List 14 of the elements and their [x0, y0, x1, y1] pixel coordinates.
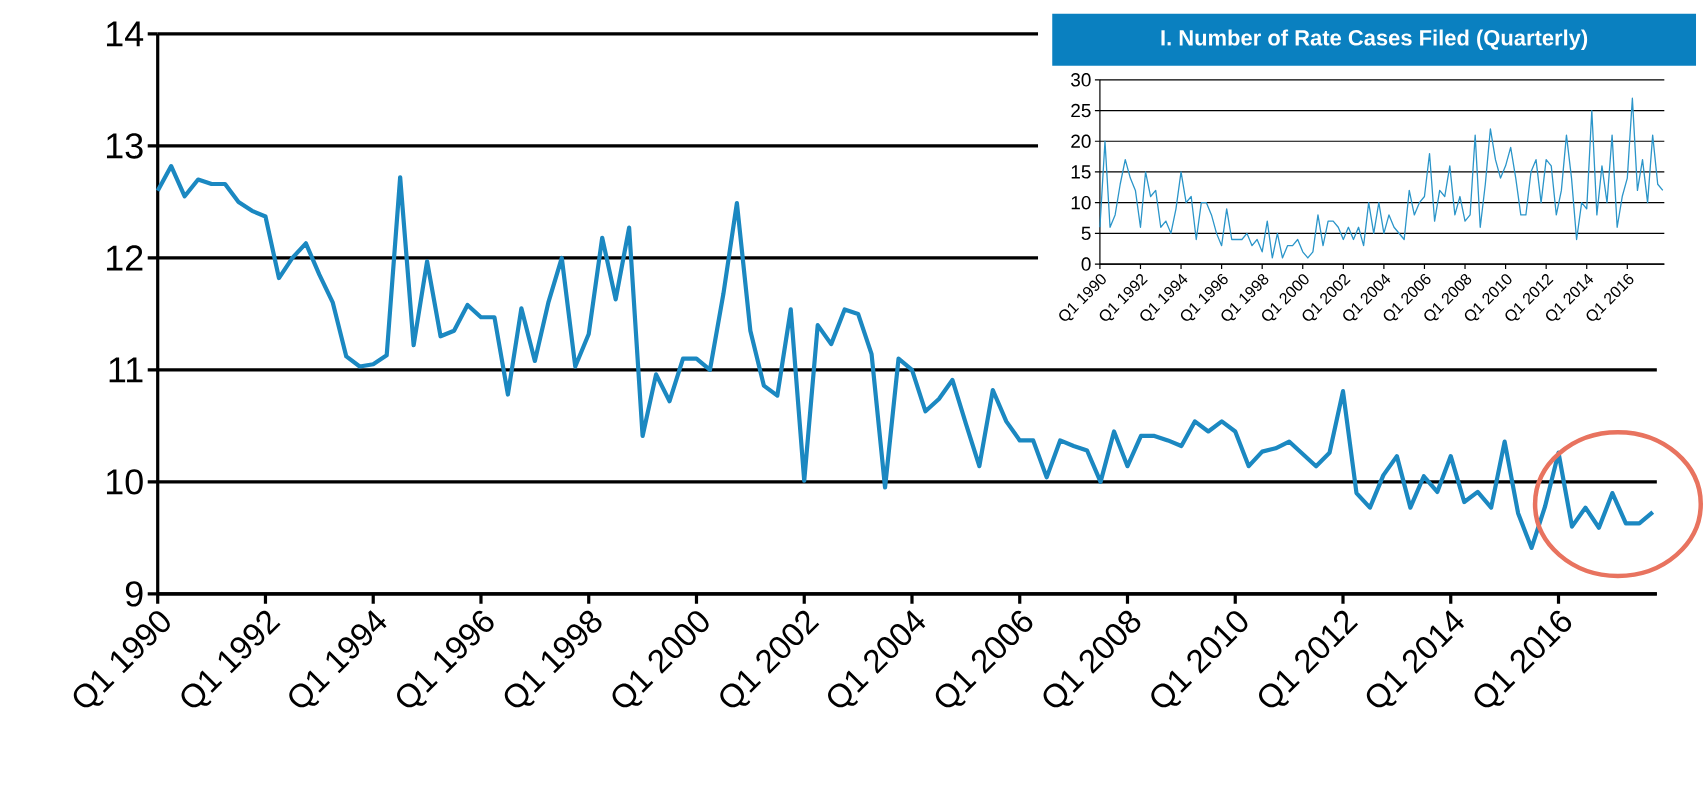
y-tick-label: 13: [106, 132, 143, 159]
y-tick-label: 9: [125, 580, 143, 607]
chart-title: I. Number of Rate Cases Filed (Quarterly): [1161, 29, 1588, 50]
y-tick-label: 12: [106, 245, 143, 271]
y-tick-label: 10: [106, 468, 143, 495]
y-tick-label: 15: [1071, 165, 1091, 179]
y-tick-label: 20: [1071, 134, 1091, 148]
y-tick-label: 14: [106, 21, 144, 47]
y-tick-label: 25: [1071, 103, 1091, 118]
y-tick-label: 10: [1071, 195, 1091, 210]
y-tick-label: 5: [1081, 226, 1091, 240]
y-tick-label: 0: [1081, 257, 1091, 271]
y-tick-label: 11: [109, 357, 143, 383]
y-tick-label: 30: [1071, 72, 1091, 87]
